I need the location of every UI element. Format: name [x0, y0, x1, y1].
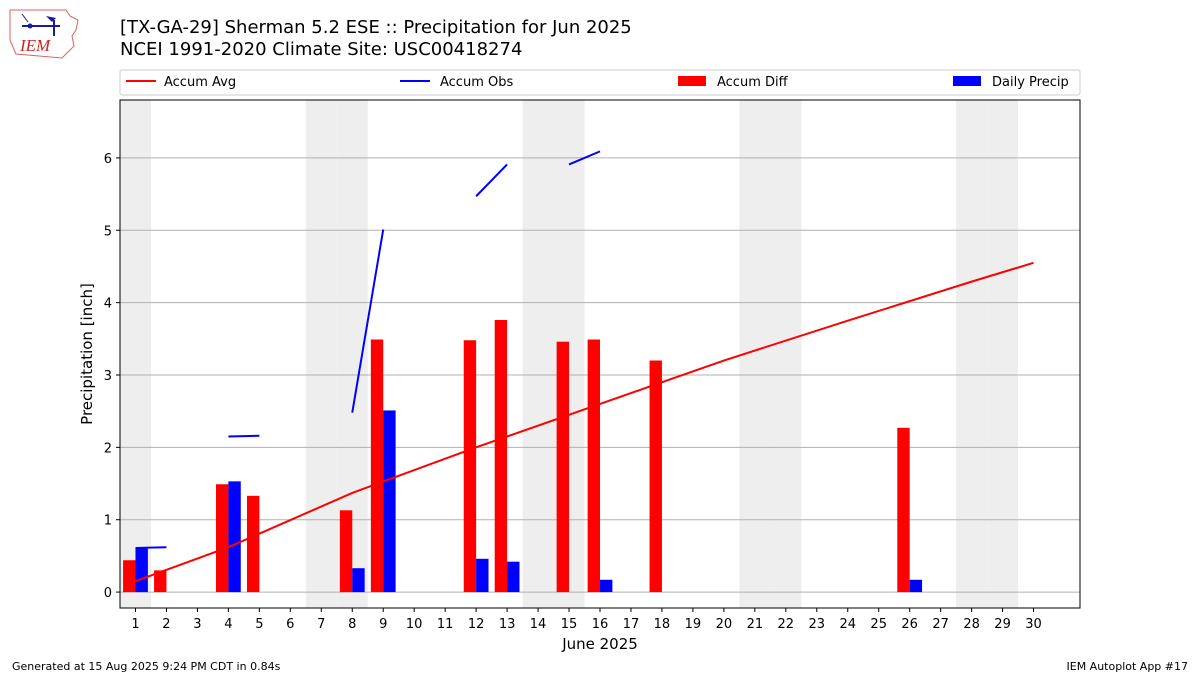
x-tick-label-3: 3 — [193, 617, 201, 632]
shade-day-28 — [956, 100, 988, 608]
shade-day-29 — [987, 100, 1019, 608]
x-axis: 1 2 3 4 5 6 7 8 9 10 11 12 13 14 15 16 17 18 19 20 21 22 23 24 2… — [131, 608, 1042, 632]
bar-daily-precip-day-8 — [352, 568, 365, 593]
footer-generated-text: Generated at 15 Aug 2025 9:24 PM CDT in … — [12, 660, 281, 673]
iem-logo-text: IEM — [19, 36, 51, 55]
x-tick-label-29: 29 — [994, 617, 1011, 632]
shade-day-14 — [522, 100, 554, 608]
x-tick-label-1: 1 — [131, 617, 139, 632]
iem-logo: IEM — [9, 9, 79, 59]
x-tick-label-4: 4 — [224, 617, 232, 632]
iowa-outline — [9, 9, 79, 59]
bar-daily-precip-day-4 — [228, 481, 241, 593]
y-tick-label-1: 1 — [104, 514, 112, 529]
x-tick-label-12: 12 — [468, 617, 485, 632]
legend-swatch-daily-precip — [953, 76, 981, 86]
x-tick-label-13: 13 — [499, 617, 516, 632]
chart-title-line1: [TX-GA-29] Sherman 5.2 ESE :: Precipitat… — [120, 17, 632, 38]
x-tick-label-18: 18 — [654, 617, 671, 632]
y-axis-label: Precipitation [inch] — [78, 283, 96, 425]
x-tick-label-20: 20 — [716, 617, 733, 632]
x-tick-label-2: 2 — [162, 617, 170, 632]
bar-accum-diff-day-8 — [339, 510, 353, 593]
bar-accum-diff-day-2 — [154, 570, 167, 593]
y-tick-label-3: 3 — [104, 369, 112, 384]
x-tick-label-21: 21 — [747, 617, 764, 632]
x-tick-label-10: 10 — [406, 617, 423, 632]
x-tick-label-26: 26 — [901, 617, 918, 632]
chart-title-line2: NCEI 1991-2020 Climate Site: USC00418274 — [120, 39, 523, 60]
y-axis: 0 1 2 3 4 5 6 — [104, 152, 120, 601]
x-tick-label-6: 6 — [286, 617, 294, 632]
bar-accum-diff-day-4 — [216, 484, 229, 593]
line-accum-obs-segment-3 — [351, 229, 385, 413]
y-tick-label-4: 4 — [104, 297, 112, 312]
bar-accum-diff-day-18 — [649, 360, 662, 593]
bar-accum-diff-day-12 — [463, 340, 477, 593]
legend-label-accum-obs: Accum Obs — [440, 75, 513, 90]
shade-day-22 — [770, 100, 802, 608]
x-tick-label-5: 5 — [255, 617, 263, 632]
lines — [135, 150, 1034, 583]
y-tick-label-2: 2 — [104, 441, 112, 456]
bar-daily-precip-day-9 — [383, 410, 396, 593]
x-tick-label-24: 24 — [839, 617, 856, 632]
line-accum-obs-segment-4 — [475, 163, 508, 197]
legend-label-accum-diff: Accum Diff — [717, 75, 789, 90]
x-tick-label-25: 25 — [870, 617, 887, 632]
footer-app-text: IEM Autoplot App #17 — [1066, 660, 1189, 673]
x-tick-label-16: 16 — [592, 617, 609, 632]
shade-day-7 — [305, 100, 337, 608]
y-tick-label-5: 5 — [104, 224, 112, 239]
bar-accum-diff-day-5 — [246, 495, 260, 593]
bar-accum-diff-day-13 — [494, 319, 508, 593]
legend-swatch-accum-diff — [678, 76, 706, 86]
bar-accum-diff-day-26 — [897, 427, 910, 593]
line-accum-obs-segment-2 — [228, 434, 260, 438]
x-axis-label: June 2025 — [561, 635, 638, 653]
x-tick-label-14: 14 — [530, 617, 547, 632]
x-tick-label-17: 17 — [623, 617, 640, 632]
line-accum-obs-segment-5 — [568, 150, 601, 166]
bar-accum-diff-day-1 — [123, 560, 136, 593]
legend: Accum Avg Accum Obs Accum Diff Daily Pre… — [119, 69, 1081, 96]
bar-accum-diff-day-16 — [587, 339, 600, 593]
x-tick-label-27: 27 — [932, 617, 949, 632]
x-tick-label-8: 8 — [348, 617, 356, 632]
line-accum-avg — [135, 261, 1034, 583]
x-tick-label-9: 9 — [379, 617, 387, 632]
bars — [123, 319, 923, 593]
bar-daily-precip-day-16 — [600, 579, 613, 593]
x-tick-label-23: 23 — [809, 617, 826, 632]
legend-label-accum-avg: Accum Avg — [164, 75, 236, 90]
x-tick-label-7: 7 — [317, 617, 325, 632]
x-tick-label-15: 15 — [561, 617, 578, 632]
x-tick-label-11: 11 — [437, 617, 454, 632]
legend-box — [119, 69, 1081, 96]
x-tick-label-22: 22 — [778, 617, 795, 632]
bar-daily-precip-day-12 — [476, 558, 489, 593]
x-tick-label-28: 28 — [963, 617, 980, 632]
bar-daily-precip-day-1 — [135, 547, 148, 593]
bar-daily-precip-day-26 — [909, 579, 923, 593]
x-tick-label-30: 30 — [1025, 617, 1042, 632]
x-tick-label-19: 19 — [685, 617, 702, 632]
y-tick-label-6: 6 — [104, 152, 112, 167]
bar-accum-diff-day-15 — [556, 341, 570, 593]
bar-daily-precip-day-13 — [507, 561, 520, 593]
bar-accum-diff-day-9 — [370, 339, 384, 593]
y-tick-label-0: 0 — [104, 586, 112, 601]
legend-label-daily-precip: Daily Precip — [992, 75, 1069, 90]
line-accum-obs-segment-1 — [135, 546, 167, 549]
shade-day-1 — [120, 100, 151, 608]
